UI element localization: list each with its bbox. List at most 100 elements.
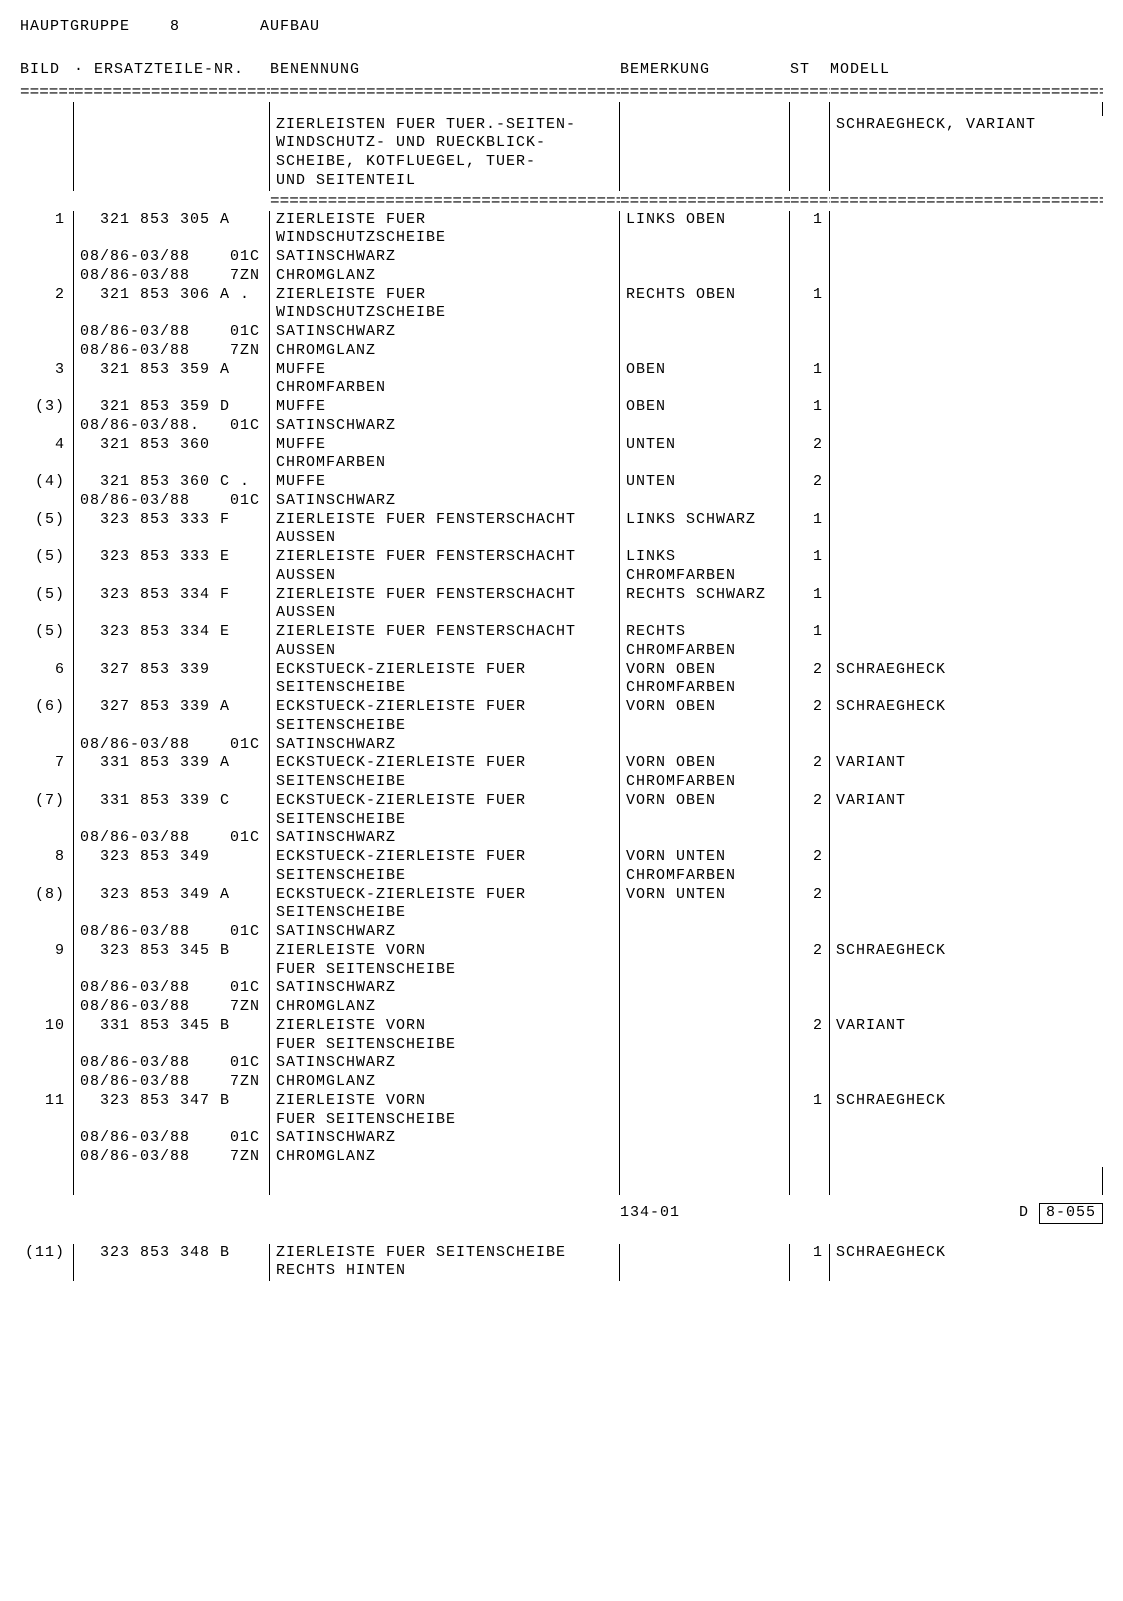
table-row: 08/86-03/88 01CSATINSCHWARZ — [20, 1054, 1103, 1073]
cell-part: 323 853 349 A — [74, 886, 270, 924]
table-row: 08/86-03/88 01CSATINSCHWARZ — [20, 1129, 1103, 1148]
cell-modell — [830, 248, 1103, 267]
table-row: (5) 323 853 334 FZIERLEISTE FUER FENSTER… — [20, 586, 1103, 624]
cell-modell — [830, 492, 1103, 511]
cell-bild: 4 — [20, 436, 74, 474]
table-row: 08/86-03/88 7ZNCHROMGLANZ — [20, 342, 1103, 361]
cell-st: 1 — [790, 211, 830, 249]
cell-benennung: MUFFE — [270, 473, 620, 492]
cell-st: 1 — [790, 623, 830, 661]
cell-modell — [830, 886, 1103, 924]
cell-st — [790, 323, 830, 342]
cell-benennung: SATINSCHWARZ — [270, 1129, 620, 1148]
cell-bemerkung: OBEN — [620, 398, 790, 417]
cell-benennung: CHROMGLANZ — [270, 1148, 620, 1167]
cell-benennung: SATINSCHWARZ — [270, 923, 620, 942]
cell-modell — [830, 1148, 1103, 1167]
cell-benennung: ECKSTUECK-ZIERLEISTE FUER SEITENSCHEIBE — [270, 698, 620, 736]
cell-bemerkung: VORN OBEN CHROMFARBEN — [620, 661, 790, 699]
cell-benennung: SATINSCHWARZ — [270, 736, 620, 755]
cell-bild: (5) — [20, 511, 74, 549]
col-part: · ERSATZTEILE-NR. — [74, 61, 270, 80]
cell-part: 323 853 349 — [74, 848, 270, 886]
cell-part: 327 853 339 A — [74, 698, 270, 736]
cell-benennung: SATINSCHWARZ — [270, 417, 620, 436]
cell-st: 1 — [790, 286, 830, 324]
table-row: 08/86-03/88 7ZNCHROMGLANZ — [20, 1148, 1103, 1167]
table-row: 08/86-03/88 7ZNCHROMGLANZ — [20, 1073, 1103, 1092]
cell-st: 1 — [790, 1244, 830, 1282]
cell-benennung: CHROMGLANZ — [270, 998, 620, 1017]
cell-part: 323 853 334 E — [74, 623, 270, 661]
cell-bemerkung — [620, 1054, 790, 1073]
cell-bild: 6 — [20, 661, 74, 699]
page-header: HAUPTGRUPPE 8 AUFBAU — [20, 18, 1103, 37]
cell-benennung: MUFFE — [270, 398, 620, 417]
cell-part: 08/86-03/88 01C — [74, 736, 270, 755]
table-row: 08/86-03/88 01CSATINSCHWARZ — [20, 323, 1103, 342]
table-row: 1 321 853 305 AZIERLEISTE FUER WINDSCHUT… — [20, 211, 1103, 249]
cell-bemerkung — [620, 1073, 790, 1092]
cell-st — [790, 492, 830, 511]
cell-bemerkung — [620, 998, 790, 1017]
cell-bild: (4) — [20, 473, 74, 492]
cell-st — [790, 736, 830, 755]
cell-benennung: ZIERLEISTE FUER WINDSCHUTZSCHEIBE — [270, 211, 620, 249]
cell-bild: (6) — [20, 698, 74, 736]
cell-bemerkung — [620, 323, 790, 342]
cell-bemerkung — [620, 1244, 790, 1282]
cell-benennung: ZIERLEISTE VORN FUER SEITENSCHEIBE — [270, 942, 620, 980]
cell-st: 1 — [790, 361, 830, 399]
cell-modell — [830, 361, 1103, 399]
cell-modell: VARIANT — [830, 1017, 1103, 1055]
table-row: 08/86-03/88 01CSATINSCHWARZ — [20, 492, 1103, 511]
table-row: (5) 323 853 333 EZIERLEISTE FUER FENSTER… — [20, 548, 1103, 586]
cell-bild: (7) — [20, 792, 74, 830]
cell-benennung: CHROMGLANZ — [270, 1073, 620, 1092]
cell-st — [790, 267, 830, 286]
table-row: (8) 323 853 349 AECKSTUECK-ZIERLEISTE FU… — [20, 886, 1103, 924]
cell-benennung: SATINSCHWARZ — [270, 829, 620, 848]
cell-st — [790, 829, 830, 848]
cell-benennung: ZIERLEISTE FUER FENSTERSCHACHT AUSSEN — [270, 511, 620, 549]
cell-part: 08/86-03/88 01C — [74, 492, 270, 511]
cell-benennung: SATINSCHWARZ — [270, 248, 620, 267]
cell-modell — [830, 1073, 1103, 1092]
cell-bild — [20, 998, 74, 1017]
cell-modell: SCHRAEGHECK — [830, 698, 1103, 736]
cell-bemerkung: RECHTS SCHWARZ — [620, 586, 790, 624]
cell-bemerkung: LINKS OBEN — [620, 211, 790, 249]
cell-bemerkung — [620, 267, 790, 286]
cell-part: 323 853 348 B — [74, 1244, 270, 1282]
cell-part: 321 853 360 — [74, 436, 270, 474]
cell-benennung: SATINSCHWARZ — [270, 1054, 620, 1073]
cell-modell — [830, 473, 1103, 492]
cell-part: 323 853 334 F — [74, 586, 270, 624]
cell-bemerkung: UNTEN — [620, 473, 790, 492]
footer-code: 8-055 — [1039, 1203, 1103, 1224]
cell-modell — [830, 211, 1103, 249]
separator-sub: ===================================== ==… — [20, 191, 1103, 211]
cell-modell — [830, 398, 1103, 417]
cell-bild: 8 — [20, 848, 74, 886]
cell-benennung: ZIERLEISTE FUER FENSTERSCHACHT AUSSEN — [270, 586, 620, 624]
cell-benennung: MUFFE CHROMFARBEN — [270, 361, 620, 399]
cell-bild — [20, 417, 74, 436]
cell-bemerkung — [620, 923, 790, 942]
cell-st — [790, 1129, 830, 1148]
table-row: (5) 323 853 333 FZIERLEISTE FUER FENSTER… — [20, 511, 1103, 549]
trailing-row: (11) 323 853 348 B ZIERLEISTE FUER SEITE… — [20, 1244, 1103, 1282]
table-row: 08/86-03/88 7ZNCHROMGLANZ — [20, 267, 1103, 286]
cell-part: 321 853 359 A — [74, 361, 270, 399]
table-row: 8 323 853 349ECKSTUECK-ZIERLEISTE FUER S… — [20, 848, 1103, 886]
group-number: 8 — [170, 18, 180, 35]
cell-part: 331 853 339 C — [74, 792, 270, 830]
cell-bild: (8) — [20, 886, 74, 924]
cell-st: 1 — [790, 548, 830, 586]
cell-modell — [830, 848, 1103, 886]
cell-st — [790, 1073, 830, 1092]
cell-part: 327 853 339 — [74, 661, 270, 699]
cell-benennung: ECKSTUECK-ZIERLEISTE FUER SEITENSCHEIBE — [270, 754, 620, 792]
cell-modell — [830, 623, 1103, 661]
cell-benennung: ZIERLEISTE FUER SEITENSCHEIBE RECHTS HIN… — [270, 1244, 620, 1282]
